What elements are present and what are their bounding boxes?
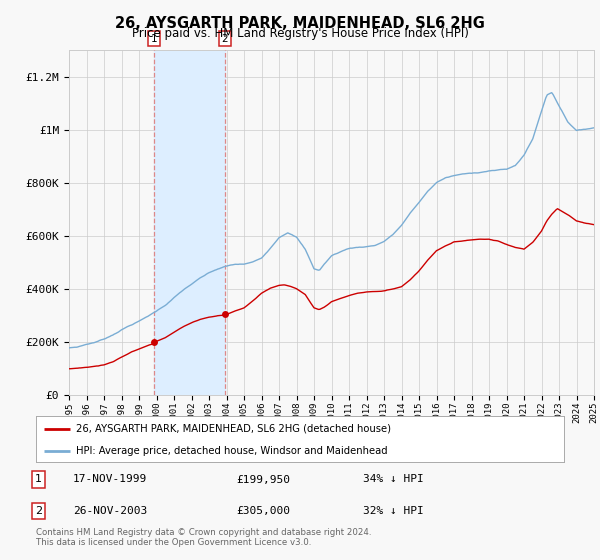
Text: Contains HM Land Registry data © Crown copyright and database right 2024.: Contains HM Land Registry data © Crown c…	[36, 528, 371, 536]
Text: HPI: Average price, detached house, Windsor and Maidenhead: HPI: Average price, detached house, Wind…	[76, 446, 387, 455]
Text: 26-NOV-2003: 26-NOV-2003	[73, 506, 147, 516]
Text: 32% ↓ HPI: 32% ↓ HPI	[364, 506, 424, 516]
Text: 2: 2	[221, 34, 228, 44]
Text: £199,950: £199,950	[236, 474, 290, 484]
Bar	[154, 50, 225, 395]
Text: 34% ↓ HPI: 34% ↓ HPI	[364, 474, 424, 484]
Text: 1: 1	[151, 34, 158, 44]
Text: 26, AYSGARTH PARK, MAIDENHEAD, SL6 2HG (detached house): 26, AYSGARTH PARK, MAIDENHEAD, SL6 2HG (…	[76, 424, 391, 434]
Text: £305,000: £305,000	[236, 506, 290, 516]
Text: 2: 2	[35, 506, 42, 516]
Text: This data is licensed under the Open Government Licence v3.0.: This data is licensed under the Open Gov…	[36, 538, 311, 547]
Text: Price paid vs. HM Land Registry's House Price Index (HPI): Price paid vs. HM Land Registry's House …	[131, 27, 469, 40]
Text: 26, AYSGARTH PARK, MAIDENHEAD, SL6 2HG: 26, AYSGARTH PARK, MAIDENHEAD, SL6 2HG	[115, 16, 485, 31]
Text: 1: 1	[35, 474, 42, 484]
Text: 17-NOV-1999: 17-NOV-1999	[73, 474, 147, 484]
